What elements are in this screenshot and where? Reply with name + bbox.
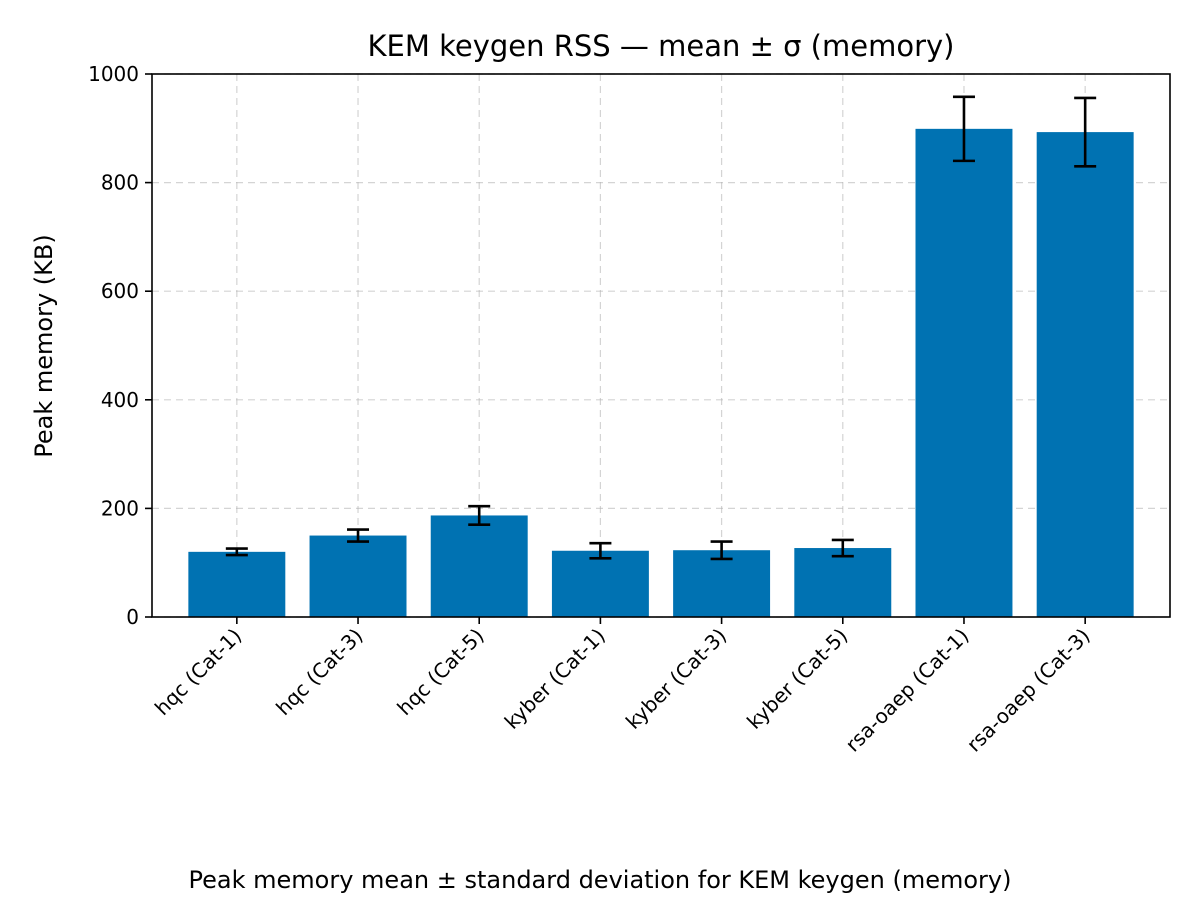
bar (915, 128, 1013, 617)
grid-layer (152, 73, 1170, 618)
x-tick-label: kyber (Cat-3) (621, 624, 731, 734)
bar (794, 548, 892, 617)
x-tick-label: hqc (Cat-5) (392, 624, 488, 720)
figure-caption: Peak memory mean ± standard deviation fo… (188, 866, 1012, 894)
bars-layer (188, 128, 1134, 617)
bar (1036, 132, 1134, 617)
chart-title: KEM keygen RSS — mean ± σ (memory) (368, 29, 955, 63)
y-tick-label: 800 (101, 171, 139, 195)
x-tick-label: hqc (Cat-1) (150, 624, 246, 720)
x-axis: hqc (Cat-1) hqc (Cat-3) hqc (Cat-5) kyber (… (150, 617, 1095, 756)
bar (673, 550, 771, 617)
plot-frame (151, 73, 1171, 618)
x-tick-label: kyber (Cat-1) (500, 624, 610, 734)
y-tick-label: 0 (126, 605, 139, 629)
y-tick-label: 400 (101, 388, 139, 412)
error-bars-layer (225, 95, 1097, 561)
bar (309, 535, 407, 617)
x-tick-label: kyber (Cat-5) (742, 624, 852, 734)
bar (188, 551, 286, 617)
y-tick-label: 600 (101, 279, 139, 303)
y-axis: 0 200 400 600 800 1000 (88, 62, 152, 629)
bar (551, 550, 649, 617)
y-tick-label: 1000 (88, 62, 139, 86)
x-tick-label: rsa-oaep (Cat-3) (962, 624, 1095, 757)
x-tick-label: rsa-oaep (Cat-1) (841, 624, 974, 757)
x-tick-label: hqc (Cat-3) (271, 624, 367, 720)
y-axis-label: Peak memory (KB) (30, 234, 58, 457)
bar (430, 515, 528, 617)
y-tick-label: 200 (101, 496, 139, 520)
